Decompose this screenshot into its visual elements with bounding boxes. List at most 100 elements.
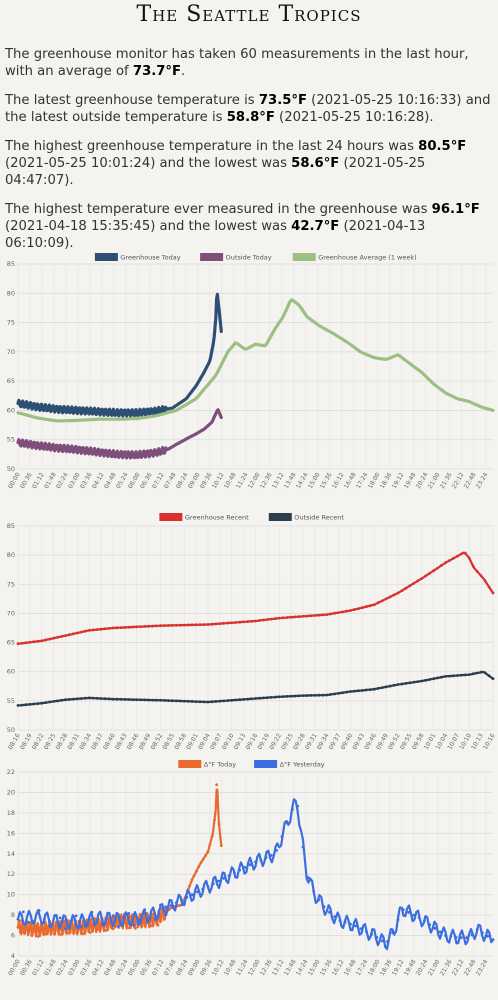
series-point	[227, 874, 231, 877]
series-point	[164, 905, 168, 909]
series-point	[234, 621, 238, 624]
series-point	[159, 624, 162, 628]
series-point	[107, 697, 111, 701]
series-point	[416, 579, 420, 583]
series-point	[293, 694, 297, 698]
series-point	[66, 931, 70, 935]
stats-text-span: The highest greenhouse temperature in th…	[5, 139, 419, 154]
series-point	[104, 929, 108, 932]
series-point	[111, 927, 115, 931]
series-point	[127, 912, 131, 915]
series-point	[167, 699, 170, 702]
series-point	[483, 579, 487, 583]
series-point	[76, 631, 79, 635]
series-point	[91, 628, 95, 632]
series-point	[218, 622, 222, 625]
series-point	[306, 876, 310, 879]
series-point	[325, 613, 329, 616]
series-point	[90, 910, 94, 914]
series-point	[174, 699, 178, 703]
series-point	[73, 928, 76, 932]
stats-value: 73.5°F	[258, 93, 307, 108]
series-point	[301, 845, 305, 849]
series-point	[380, 599, 384, 603]
series-point	[125, 920, 128, 924]
series-point	[479, 574, 483, 578]
series-point	[32, 920, 36, 923]
series-point	[208, 843, 212, 846]
series-point	[321, 693, 325, 697]
series-point	[277, 616, 281, 620]
series-point	[321, 613, 325, 617]
series-point	[333, 692, 337, 696]
series-point	[297, 615, 301, 618]
stats-text-span: The greenhouse monitor has taken 60 meas…	[5, 47, 469, 79]
series-point	[99, 697, 103, 700]
series-line	[16, 292, 223, 418]
series-point	[452, 556, 455, 560]
series-point	[343, 921, 347, 924]
series-point	[139, 625, 143, 628]
series-point	[211, 882, 215, 886]
series-point	[194, 623, 198, 627]
series-point	[396, 683, 400, 686]
series-point	[325, 693, 329, 697]
series-point	[222, 621, 226, 625]
series-point	[119, 626, 123, 629]
series-point	[262, 696, 265, 700]
series-point	[153, 917, 157, 921]
series-point	[34, 924, 38, 928]
series-point	[174, 623, 178, 627]
series-point	[52, 700, 55, 703]
y-tick-label: 18	[7, 809, 15, 817]
series-point	[56, 699, 59, 703]
series-point	[424, 574, 428, 578]
series-point	[345, 609, 348, 613]
series-point	[471, 564, 475, 568]
stats-value: 80.5°F	[418, 139, 467, 154]
series-point	[433, 926, 437, 930]
y-tick-label: 12	[7, 870, 15, 878]
y-tick-label: 70	[7, 609, 15, 617]
series-point	[131, 625, 135, 629]
series-point	[192, 874, 196, 877]
series-point	[416, 680, 420, 683]
series-point	[392, 683, 396, 687]
series-point	[167, 624, 170, 627]
series-point	[83, 696, 87, 700]
y-tick-label: 60	[7, 668, 15, 676]
y-tick-label: 65	[7, 377, 15, 385]
series-point	[448, 559, 451, 562]
y-tick-label: 85	[7, 522, 15, 530]
series-point	[349, 690, 352, 693]
series-point	[242, 620, 246, 624]
series-point	[123, 626, 127, 629]
series-point	[174, 901, 178, 905]
stats-text-span: (2021-04-13 06:10:09).	[5, 219, 426, 251]
series-point	[444, 934, 447, 937]
series-point	[448, 674, 451, 678]
series-point	[171, 624, 174, 627]
series-point	[312, 889, 315, 893]
y-tick-label: 22	[7, 768, 15, 776]
series-point	[201, 857, 205, 861]
series-point	[301, 694, 305, 697]
series-point	[135, 625, 139, 629]
series-point	[277, 695, 281, 699]
series-point	[384, 597, 388, 601]
series-point	[449, 935, 453, 938]
series-point	[305, 614, 309, 618]
series-point	[246, 620, 250, 623]
series-point	[412, 581, 416, 585]
series-point	[396, 918, 400, 922]
stats-text-span: (2021-05-25 10:16:28).	[274, 110, 434, 125]
daily-temperature-chart: 505560657075808500:0000:3601:1201:4802:2…	[7, 253, 495, 490]
series-point	[72, 697, 75, 701]
series-point	[388, 684, 392, 688]
series-point	[140, 924, 144, 928]
series-point	[190, 700, 194, 703]
series-point	[206, 700, 210, 704]
series-point	[364, 688, 368, 692]
series-point	[37, 909, 41, 912]
series-point	[64, 698, 67, 702]
